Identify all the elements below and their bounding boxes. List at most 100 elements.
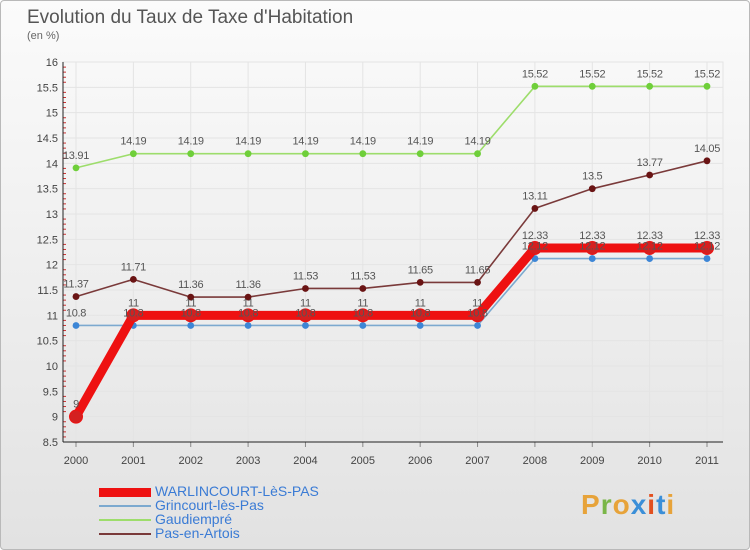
y-tick-label: 14 bbox=[46, 158, 58, 170]
y-tick-label: 10.5 bbox=[37, 336, 58, 348]
data-label: 11.37 bbox=[63, 279, 88, 291]
data-point bbox=[474, 279, 481, 286]
data-point bbox=[302, 285, 309, 292]
data-point bbox=[531, 82, 539, 90]
proxiti-logo: Proxiti bbox=[581, 489, 675, 521]
y-tick-label: 9.5 bbox=[43, 386, 58, 398]
data-label: 12.12 bbox=[579, 241, 605, 253]
data-label: 11.65 bbox=[408, 264, 433, 276]
y-axis-unit: (en %) bbox=[27, 30, 60, 42]
data-label: 10.8 bbox=[410, 307, 430, 319]
data-label: 13.11 bbox=[522, 190, 547, 202]
series-layer bbox=[69, 82, 714, 424]
series-line bbox=[75, 257, 708, 327]
x-tick-label: 2001 bbox=[121, 455, 145, 467]
data-label: 11 bbox=[128, 297, 139, 309]
data-point bbox=[527, 240, 542, 255]
data-label: 14.19 bbox=[407, 136, 433, 148]
data-point bbox=[416, 279, 424, 286]
logo-letter: P bbox=[581, 489, 601, 520]
data-point bbox=[187, 322, 195, 329]
x-tick-label: 2005 bbox=[351, 455, 375, 467]
data-point bbox=[244, 150, 252, 158]
data-point bbox=[646, 171, 654, 179]
data-label: 14.19 bbox=[120, 136, 146, 148]
legend-label: Grincourt-lès-Pas bbox=[155, 497, 264, 513]
data-label: 14.19 bbox=[235, 136, 261, 148]
data-point bbox=[642, 240, 657, 255]
data-point bbox=[355, 308, 370, 323]
data-label: 11 bbox=[415, 297, 426, 309]
data-point bbox=[187, 150, 195, 158]
series-0 bbox=[69, 240, 714, 424]
data-point bbox=[359, 285, 367, 292]
data-label: 10.8 bbox=[181, 307, 201, 319]
y-tick-label: 16 bbox=[46, 57, 58, 69]
y-tick-label: 14.5 bbox=[37, 133, 58, 145]
y-tick-label: 13.5 bbox=[37, 184, 58, 196]
data-point bbox=[703, 255, 711, 262]
logo-letter: x bbox=[630, 489, 648, 520]
y-tick-label: 8.5 bbox=[43, 437, 58, 449]
data-label: 11.36 bbox=[235, 279, 260, 291]
axes: 8.5 9 9.5 10 10.5 11 11.5 12 12.5 13 13.5 14 14.5 15 1… bbox=[37, 57, 723, 467]
x-tick-label: 2007 bbox=[465, 455, 489, 467]
data-label: 9 bbox=[73, 399, 79, 411]
data-label: 12.12 bbox=[694, 241, 720, 253]
data-label: 11.36 bbox=[178, 279, 203, 291]
data-point bbox=[244, 322, 252, 329]
data-label: 12.33 bbox=[579, 230, 605, 242]
data-label: 11 bbox=[185, 297, 196, 309]
data-label: 14.19 bbox=[350, 136, 376, 148]
series-2 bbox=[72, 82, 711, 172]
data-point bbox=[72, 164, 80, 172]
data-point bbox=[187, 293, 195, 301]
logo-letter: r bbox=[600, 489, 613, 520]
data-label: 10.8 bbox=[238, 307, 258, 319]
data-point bbox=[302, 150, 309, 158]
logo-letter: i bbox=[666, 489, 676, 520]
data-point bbox=[700, 240, 714, 255]
series-1 bbox=[72, 255, 711, 329]
data-point bbox=[703, 82, 711, 90]
data-point bbox=[129, 150, 137, 158]
data-label: 14.19 bbox=[465, 136, 491, 148]
data-label: 11 bbox=[243, 297, 254, 309]
logo-letter: o bbox=[612, 489, 631, 520]
data-point bbox=[585, 240, 600, 255]
x-tick-label: 2008 bbox=[523, 455, 547, 467]
data-point bbox=[69, 409, 83, 424]
y-tick-label: 13 bbox=[46, 209, 58, 221]
x-tick-label: 2002 bbox=[178, 455, 202, 467]
x-tick-label: 2000 bbox=[64, 455, 88, 467]
data-point bbox=[470, 308, 485, 323]
data-label: 10.8 bbox=[123, 307, 143, 319]
data-point bbox=[359, 322, 367, 329]
data-label: 15.52 bbox=[579, 68, 605, 80]
data-point bbox=[646, 255, 654, 262]
data-label: 15.52 bbox=[637, 68, 663, 80]
data-label: 10.8 bbox=[66, 307, 86, 319]
y-tick-label: 10 bbox=[46, 361, 58, 373]
series-line bbox=[71, 243, 712, 422]
data-labels: 13.91 14.19 14.19 14.19 14.19 14.19 14.19 14.19… bbox=[63, 68, 721, 411]
series-3 bbox=[72, 157, 711, 301]
data-point bbox=[413, 308, 428, 323]
data-point bbox=[183, 308, 198, 323]
data-label: 15.52 bbox=[522, 68, 548, 80]
data-label: 14.05 bbox=[694, 143, 720, 155]
series-line bbox=[75, 160, 708, 298]
data-label: 10.8 bbox=[353, 307, 373, 319]
data-label: 14.19 bbox=[292, 136, 318, 148]
data-point bbox=[703, 157, 711, 165]
x-tick-label: 2006 bbox=[408, 455, 432, 467]
data-label: 11.53 bbox=[350, 270, 375, 282]
y-tick-label: 9 bbox=[52, 412, 58, 424]
x-tick-label: 2011 bbox=[695, 455, 719, 467]
data-point bbox=[416, 322, 424, 329]
x-tick-label: 2009 bbox=[580, 455, 604, 467]
chart-title: Evolution du Taux de Taxe d'Habitation bbox=[27, 7, 354, 28]
logo-letter: t bbox=[656, 489, 667, 520]
y-tick-label: 12 bbox=[46, 260, 58, 272]
